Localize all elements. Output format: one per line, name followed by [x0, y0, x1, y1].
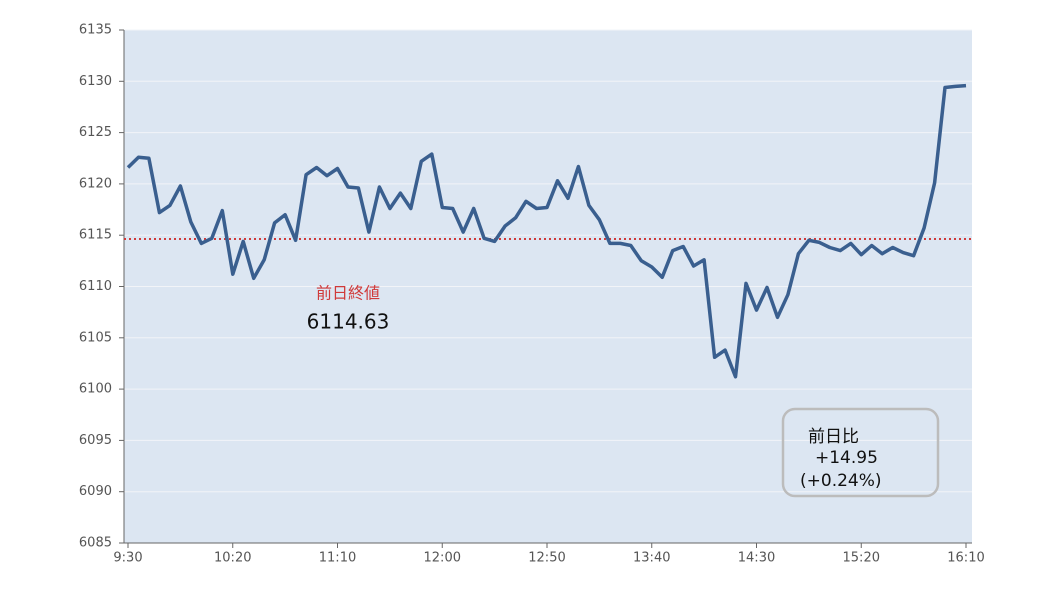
reference-value: 6114.63 — [307, 310, 390, 334]
x-tick-label: 10:20 — [214, 551, 251, 566]
y-tick-label: 6085 — [79, 536, 112, 551]
x-tick-label: 13:40 — [633, 551, 670, 566]
change-percent: (+0.24%) — [800, 471, 882, 491]
change-label: 前日比 — [808, 427, 859, 447]
x-tick-label: 9:30 — [113, 551, 142, 566]
y-tick-label: 6090 — [79, 484, 112, 499]
x-tick-label: 12:50 — [528, 551, 565, 566]
y-tick-label: 6100 — [79, 382, 112, 397]
y-tick-label: 6125 — [79, 125, 112, 140]
y-tick-label: 6105 — [79, 330, 112, 345]
change-value: +14.95 — [815, 448, 878, 468]
data-line — [126, 83, 967, 379]
change-box — [781, 407, 940, 498]
x-tick-label: 11:10 — [319, 551, 356, 566]
y-tick-label: 6115 — [79, 228, 112, 243]
x-tick-label: 14:30 — [738, 551, 775, 566]
x-tick-label: 15:20 — [843, 551, 880, 566]
x-tick-label: 16:10 — [947, 551, 984, 566]
y-tick-label: 6135 — [79, 23, 112, 38]
y-tick-label: 6110 — [79, 279, 112, 294]
reference-caption: 前日終値 — [316, 284, 380, 303]
y-tick-label: 6130 — [79, 74, 112, 89]
x-tick-label: 12:00 — [424, 551, 461, 566]
y-tick-label: 6120 — [79, 176, 112, 191]
y-tick-label: 6095 — [79, 433, 112, 448]
